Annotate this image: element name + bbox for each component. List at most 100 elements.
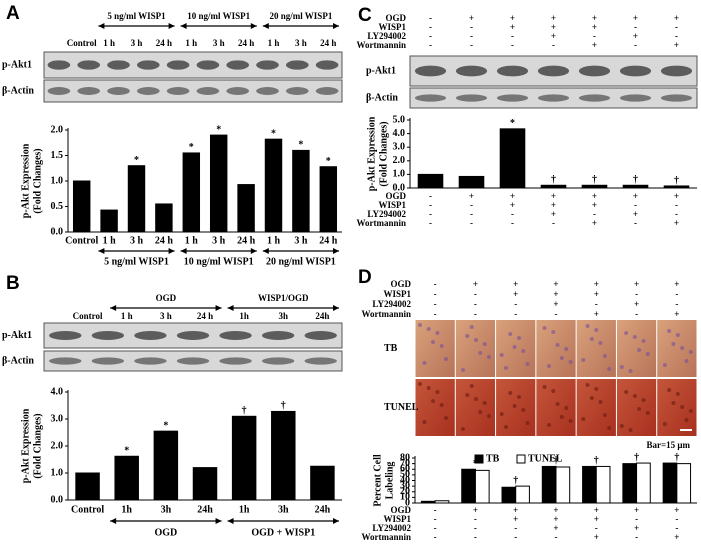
label-bg <box>100 11 173 23</box>
condition-sign: + <box>510 191 515 201</box>
arrow-head <box>250 248 257 254</box>
cell <box>667 388 672 392</box>
condition-sign: + <box>674 13 679 23</box>
blot-band <box>537 65 570 77</box>
cell <box>607 367 612 371</box>
group-label: OGD <box>156 293 177 303</box>
bar <box>420 500 436 504</box>
bar <box>417 173 444 189</box>
condition-sign: + <box>592 13 597 23</box>
bar <box>541 465 557 504</box>
cell <box>525 421 530 425</box>
y-tick-label: 0.0 <box>393 182 406 193</box>
bar <box>474 469 490 504</box>
condition-sign: + <box>634 505 639 515</box>
bar <box>264 138 283 233</box>
significance-mark: * <box>271 128 276 139</box>
blot-band <box>619 65 652 77</box>
significance-mark: † <box>592 175 597 186</box>
label-bg <box>264 11 337 23</box>
cell <box>619 365 624 369</box>
condition-name: WISP1 <box>383 514 411 524</box>
cell <box>628 369 633 373</box>
condition-sign: + <box>551 191 556 201</box>
cell <box>439 403 444 407</box>
cell <box>512 404 517 408</box>
blot-band <box>414 94 447 102</box>
bar <box>555 466 571 504</box>
y-tick-label: 3.0 <box>51 413 64 424</box>
condition-sign: - <box>514 299 517 309</box>
condition-name: LY294002 <box>372 523 411 533</box>
label-bg <box>247 293 320 305</box>
x-tick-label: Control <box>65 235 98 246</box>
cell <box>478 351 483 355</box>
condition-sign: + <box>510 22 515 32</box>
lane-label: 1 h <box>185 38 197 48</box>
condition-name: WISP1 <box>383 289 411 299</box>
y-tick-label: 30 <box>400 480 410 491</box>
bar <box>458 175 485 189</box>
condition-name: OGD <box>390 505 411 515</box>
cell <box>461 368 465 372</box>
arrow-head <box>98 23 105 29</box>
condition-sign: - <box>675 31 678 41</box>
y-axis-label: (Fold Changes) <box>32 148 43 213</box>
y-tick-label: 4.0 <box>51 386 64 397</box>
cell <box>671 342 676 346</box>
condition-sign: + <box>510 13 515 23</box>
cell <box>422 361 427 365</box>
condition-sign: - <box>434 289 437 299</box>
condition-sign: + <box>594 505 599 515</box>
cell <box>559 356 564 360</box>
condition-sign: + <box>674 40 679 50</box>
condition-name: LY294002 <box>367 31 406 41</box>
significance-mark: * <box>189 142 194 153</box>
condition-sign: - <box>474 289 477 299</box>
bar <box>75 472 100 501</box>
condition-sign: - <box>634 200 637 210</box>
cell <box>598 400 603 404</box>
y-tick-label: 1.0 <box>51 467 64 478</box>
condition-sign: - <box>474 299 477 309</box>
arrow-head <box>262 248 269 254</box>
arrow-head <box>180 23 187 29</box>
lane-label: Control <box>73 311 103 321</box>
cell <box>564 406 569 410</box>
cell <box>598 341 603 345</box>
lane-label: 3 h <box>295 38 307 48</box>
cell <box>602 354 607 358</box>
group-label: OGD <box>154 527 177 538</box>
condition-sign: - <box>635 514 638 524</box>
blot-band <box>578 65 611 77</box>
blot-band <box>136 87 160 95</box>
condition-sign: - <box>511 218 514 228</box>
y-tick-label: 1.5 <box>51 150 64 161</box>
condition-sign: - <box>552 218 555 228</box>
condition-sign: - <box>675 209 678 219</box>
bar <box>292 149 310 233</box>
lane-label: 24h <box>315 311 329 321</box>
label-bg <box>182 11 255 23</box>
condition-sign: + <box>553 514 558 524</box>
bar <box>622 463 638 504</box>
bar <box>636 462 651 504</box>
blot-band <box>47 60 71 70</box>
condition-sign: + <box>551 200 556 210</box>
y-tick-label: 2.0 <box>393 155 406 166</box>
arrow-head <box>180 248 187 254</box>
lane-label: 24 h <box>320 38 336 48</box>
condition-sign: - <box>434 523 437 533</box>
y-tick-label: 0 <box>405 497 410 508</box>
arrow-head <box>110 305 117 311</box>
cell <box>632 394 637 398</box>
cell <box>431 399 435 403</box>
y-tick-label: 70 <box>400 458 410 469</box>
y-tick-label: 20 <box>400 486 410 497</box>
blot-band <box>219 331 252 340</box>
arrow-head <box>262 23 269 29</box>
blot-band <box>107 87 130 95</box>
group-label: 10 ng/ml WISP1 <box>184 256 254 267</box>
cell <box>487 414 491 418</box>
blot-band <box>315 87 339 95</box>
